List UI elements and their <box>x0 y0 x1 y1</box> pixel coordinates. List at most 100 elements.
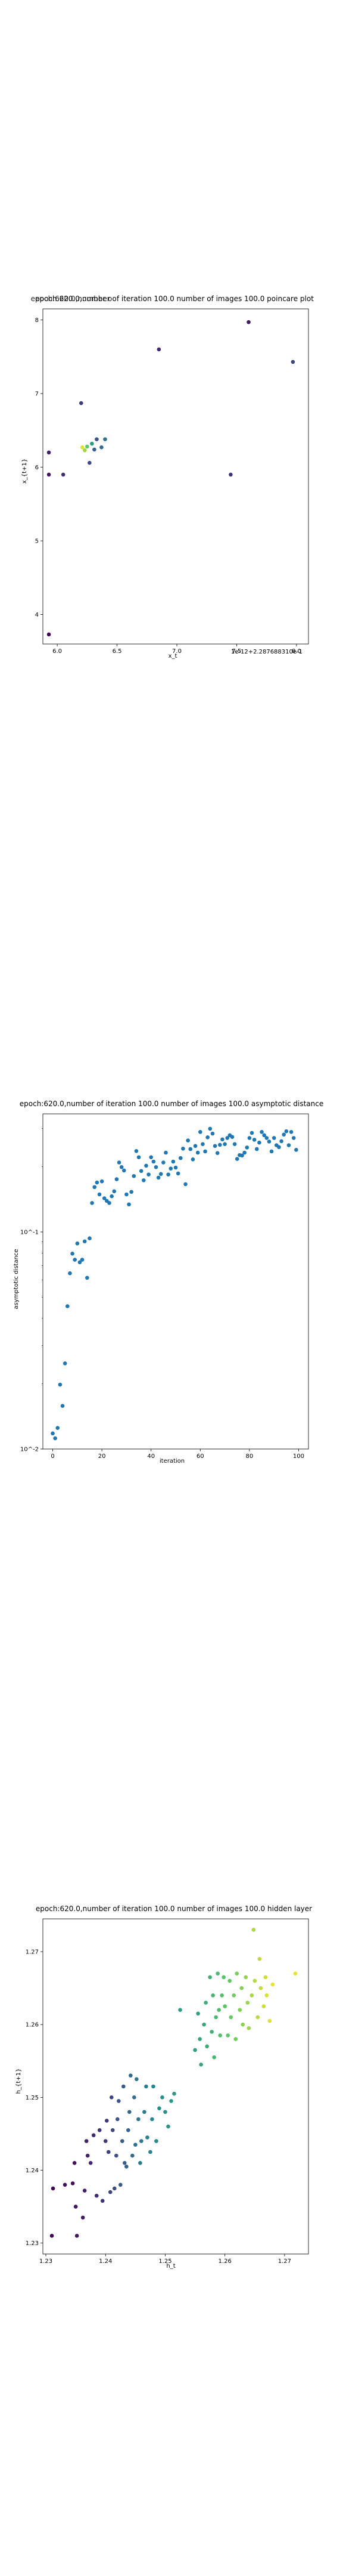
hidden-data-point <box>293 1971 298 1976</box>
asymptotic-data-point <box>129 1190 133 1194</box>
hidden-data-point <box>251 1928 256 1932</box>
hidden-y-tick-label: 1.27 <box>26 1949 39 1955</box>
hidden-x-axis-label: h_t <box>166 2263 175 2270</box>
hidden-x-tick-label: 1.25 <box>158 2258 172 2265</box>
poincare-data-point <box>229 472 233 477</box>
asymptotic-data-point <box>186 1138 190 1143</box>
poincare-x-tick-label: 8.0 <box>292 648 301 655</box>
asymptotic-data-point <box>272 1136 276 1140</box>
asymptotic-data-point <box>144 1163 148 1168</box>
hidden-data-point <box>130 2153 135 2158</box>
hidden-data-point <box>129 2073 133 2077</box>
hidden-data-point <box>202 2022 206 2027</box>
hidden-data-point <box>109 2095 114 2100</box>
hidden-data-point <box>157 2106 161 2110</box>
poincare-x-offset-label: 1e-12+2.287688310e-1 <box>231 649 303 655</box>
hidden-x-tick-label: 1.23 <box>39 2258 52 2265</box>
asymptotic-data-point <box>107 1201 111 1205</box>
poincare-data-point <box>46 450 51 455</box>
asymptotic-data-point <box>235 1157 239 1161</box>
hidden-data-point <box>116 2099 121 2103</box>
poincare-data-point <box>80 445 85 450</box>
hidden-data-point <box>252 1979 257 1983</box>
hidden-data-point <box>110 2128 115 2132</box>
hidden-data-point <box>138 2160 142 2165</box>
poincare-x-tick-label: 7.5 <box>232 648 242 655</box>
asymptotic-data-point <box>119 1165 124 1169</box>
hidden-data-point <box>239 1986 244 1990</box>
hidden-data-point <box>82 2188 87 2193</box>
hidden-data-point <box>258 1986 263 1990</box>
asymptotic-data-point <box>73 1258 77 1262</box>
asymptotic-data-point <box>181 1147 185 1151</box>
asymptotic-data-point <box>264 1136 269 1140</box>
hidden-x-tick-label: 1.24 <box>99 2258 112 2265</box>
poincare-data-point <box>92 447 96 452</box>
asymptotic-data-point <box>55 1426 60 1431</box>
hidden-data-point <box>151 2084 155 2089</box>
hidden-data-point <box>148 2150 152 2154</box>
asymptotic-data-point <box>164 1150 168 1155</box>
asymptotic-data-point <box>193 1144 198 1148</box>
asymptotic-data-point <box>75 1241 80 1246</box>
hidden-data-point <box>97 2128 102 2132</box>
hidden-data-point <box>261 2004 266 2008</box>
hidden-data-point <box>218 2033 222 2038</box>
hidden-data-point <box>160 2095 164 2100</box>
poincare-data-point <box>247 320 251 324</box>
asymptotic-data-point <box>70 1251 74 1256</box>
hidden-data-point <box>245 2001 250 2005</box>
asymptotic-data-point <box>97 1192 102 1197</box>
asymptotic-y-axis-label: asymptotic distance <box>13 1249 20 1309</box>
poincare-data-point <box>90 441 94 446</box>
poincare-data-point <box>99 445 104 450</box>
asymptotic-data-point <box>77 1260 82 1265</box>
asymptotic-data-point <box>178 1156 183 1160</box>
asymptotic-data-point <box>195 1150 200 1155</box>
asymptotic-data-point <box>82 1239 87 1244</box>
asymptotic-chart-title: epoch:620.0,number of iteration 100.0 nu… <box>20 1100 323 1108</box>
hidden-data-point <box>223 2004 227 2008</box>
poincare-plot-chart: epoch:620.0,number of iteration 100.0 nu… <box>21 295 314 660</box>
hidden-data-point <box>136 2117 141 2122</box>
asymptotic-data-point <box>198 1129 202 1134</box>
asymptotic-data-point <box>110 1194 114 1199</box>
hidden-data-point <box>124 2165 129 2169</box>
hidden-data-point <box>204 2001 208 2005</box>
asymptotic-data-point <box>250 1131 254 1135</box>
asymptotic-data-point <box>183 1182 188 1187</box>
asymptotic-data-point <box>291 1136 296 1140</box>
asymptotic-data-point <box>257 1140 261 1145</box>
hidden-axes-frame <box>42 1918 309 2255</box>
poincare-y-tick-label: 8 <box>35 317 39 324</box>
asymptotic-data-point <box>158 1172 163 1176</box>
asymptotic-data-point <box>260 1129 264 1134</box>
asymptotic-data-point <box>134 1148 139 1153</box>
asymptotic-data-point <box>169 1166 173 1171</box>
asymptotic-data-point <box>85 1275 89 1280</box>
asymptotic-x-tick-label: 100 <box>293 1453 304 1460</box>
asymptotic-data-point <box>92 1185 97 1190</box>
hidden-data-point <box>144 2084 148 2089</box>
hidden-data-point <box>108 2190 113 2194</box>
asymptotic-data-point <box>88 1236 92 1240</box>
hidden-chart-title: epoch:620.0,number of iteration 100.0 nu… <box>36 1905 312 1913</box>
asymptotic-data-point <box>213 1144 217 1148</box>
asymptotic-data-point <box>225 1136 230 1140</box>
asymptotic-y-tick-label: 10^-1 <box>20 1230 39 1236</box>
hidden-data-point <box>235 1971 239 1976</box>
asymptotic-data-point <box>286 1143 291 1147</box>
asymptotic-data-point <box>154 1165 158 1169</box>
asymptotic-data-point <box>121 1168 126 1173</box>
hidden-data-point <box>227 1979 232 1983</box>
hidden-y-tick-label: 1.23 <box>26 2240 39 2247</box>
poincare-data-point <box>95 437 99 441</box>
poincare-y-tick-label: 6 <box>35 465 39 471</box>
asymptotic-data-point <box>139 1169 144 1174</box>
hidden-data-point <box>172 2091 176 2096</box>
hidden-data-point <box>263 1975 268 1980</box>
asymptotic-data-point <box>188 1147 193 1151</box>
asymptotic-data-point <box>230 1135 235 1139</box>
hidden-data-point <box>70 2181 75 2185</box>
asymptotic-data-point <box>215 1151 220 1155</box>
